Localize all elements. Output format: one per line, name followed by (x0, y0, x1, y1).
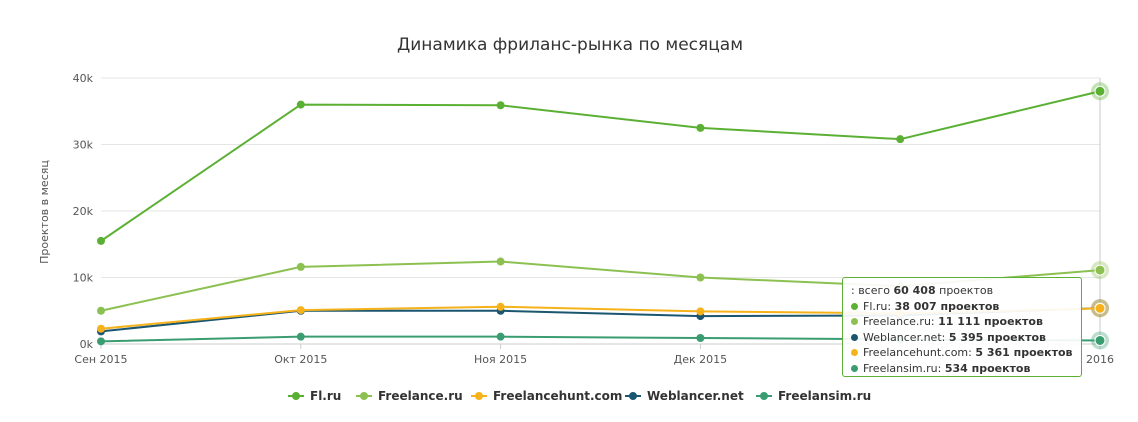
x-tick-label: Сен 2015 (74, 353, 127, 366)
data-point (696, 273, 705, 282)
legend-marker (475, 392, 483, 400)
tooltip-marker (851, 333, 858, 341)
legend-item: Freelance.ru (356, 389, 463, 403)
tooltip-series-name: Weblancer.net: (863, 330, 949, 344)
tooltip-series-value: 38 007 проектов (894, 299, 1000, 313)
data-point-hovered (1094, 85, 1106, 97)
legend-label: Freelance.ru (378, 389, 463, 403)
tooltip-series-value: 11 111 проектов (938, 315, 1043, 328)
y-axis-ticks: 0k 10k 20k 30k 40k (73, 72, 94, 351)
tooltip-row: Fl.ru: 38 007 проектов (851, 299, 1073, 315)
data-point (896, 135, 905, 144)
y-tick-label: 30k (73, 139, 94, 152)
data-point (496, 302, 505, 311)
tooltip-row: Freelansim.ru: 534 проектов (851, 361, 1073, 377)
data-point (696, 334, 705, 343)
series-fl-ru (97, 82, 1109, 245)
tooltip-marker (851, 318, 858, 325)
tooltip-total-value: 60 408 (893, 284, 936, 297)
legend-item: Fl.ru (288, 389, 341, 403)
legend-label: Weblancer.net (647, 389, 744, 403)
y-tick-label: 0k (80, 338, 94, 351)
tooltip-series-name: Fl.ru: (863, 299, 895, 313)
data-point (97, 236, 105, 245)
tooltip-series-value: 5 395 проектов (948, 330, 1046, 344)
tooltip-series-value: 534 проектов (944, 361, 1031, 375)
tooltip-series-name: Freelance.ru: (863, 315, 939, 328)
x-tick-label: Дек 2015 (674, 353, 728, 366)
legend-label: Freelancehunt.com (493, 389, 622, 403)
data-point (296, 100, 305, 109)
data-point-hovered (1094, 334, 1106, 346)
data-point (296, 332, 305, 341)
tooltip-series-value: 5 361 проектов (975, 346, 1073, 359)
data-point (696, 123, 705, 132)
tooltip-total-prefix: : всего (851, 284, 891, 297)
legend-label: Freelansim.ru (778, 389, 871, 403)
y-axis-label: Проектов в месяц (38, 160, 51, 264)
tooltip-marker (851, 364, 858, 372)
tooltip-rows: Fl.ru: 38 007 проектов Freelance.ru: 11 1… (851, 299, 1073, 377)
data-point (97, 324, 105, 333)
legend-marker (760, 392, 768, 400)
x-axis-ticks: Сен 2015 Окт 2015 Ноя 2015 Дек 2015 2016 (74, 344, 1114, 366)
legend-marker (292, 392, 300, 400)
tooltip-row: Freelance.ru: 11 111 проектов (851, 314, 1073, 330)
legend: Fl.ru Freelance.ru Freelancehunt.com Weblan… (288, 389, 871, 403)
data-point (296, 262, 305, 271)
data-point (496, 257, 505, 266)
tooltip-marker (851, 302, 858, 310)
legend-item: Freelansim.ru (756, 389, 871, 403)
tooltip-series-name: Freelancehunt.com: (863, 346, 976, 359)
data-point (696, 307, 705, 316)
y-tick-label: 20k (73, 205, 94, 218)
legend-item: Weblancer.net (625, 389, 744, 403)
x-tick-label: Ноя 2015 (474, 353, 527, 366)
tooltip-row: Weblancer.net: 5 395 проектов (851, 330, 1073, 346)
chart-title: Динамика фриланс-рынка по месяцам (397, 35, 743, 55)
data-point-hovered (1094, 302, 1106, 314)
data-point (496, 101, 505, 110)
legend-label: Fl.ru (310, 389, 341, 403)
data-point (296, 306, 305, 315)
y-tick-label: 10k (73, 272, 94, 285)
series-line (100, 90, 1101, 242)
data-point-hovered (1094, 264, 1106, 276)
legend-item: Freelancehunt.com (471, 389, 622, 403)
data-point (97, 306, 105, 315)
tooltip-total: : всего 60 408 проектов (851, 283, 1073, 299)
tooltip-row: Freelancehunt.com: 5 361 проектов (851, 345, 1073, 361)
data-tooltip: : всего 60 408 проектов Fl.ru: 38 007 пр… (842, 277, 1082, 377)
legend-marker (629, 392, 637, 400)
x-tick-label: 2016 (1086, 353, 1114, 366)
tooltip-marker (851, 349, 858, 356)
y-tick-label: 40k (73, 72, 94, 85)
tooltip-series-name: Freelansim.ru: (863, 361, 945, 375)
x-tick-label: Окт 2015 (274, 353, 327, 366)
tooltip-total-suffix: проектов (939, 284, 994, 297)
legend-marker (360, 392, 368, 400)
data-point (97, 337, 105, 346)
data-point (496, 332, 505, 341)
